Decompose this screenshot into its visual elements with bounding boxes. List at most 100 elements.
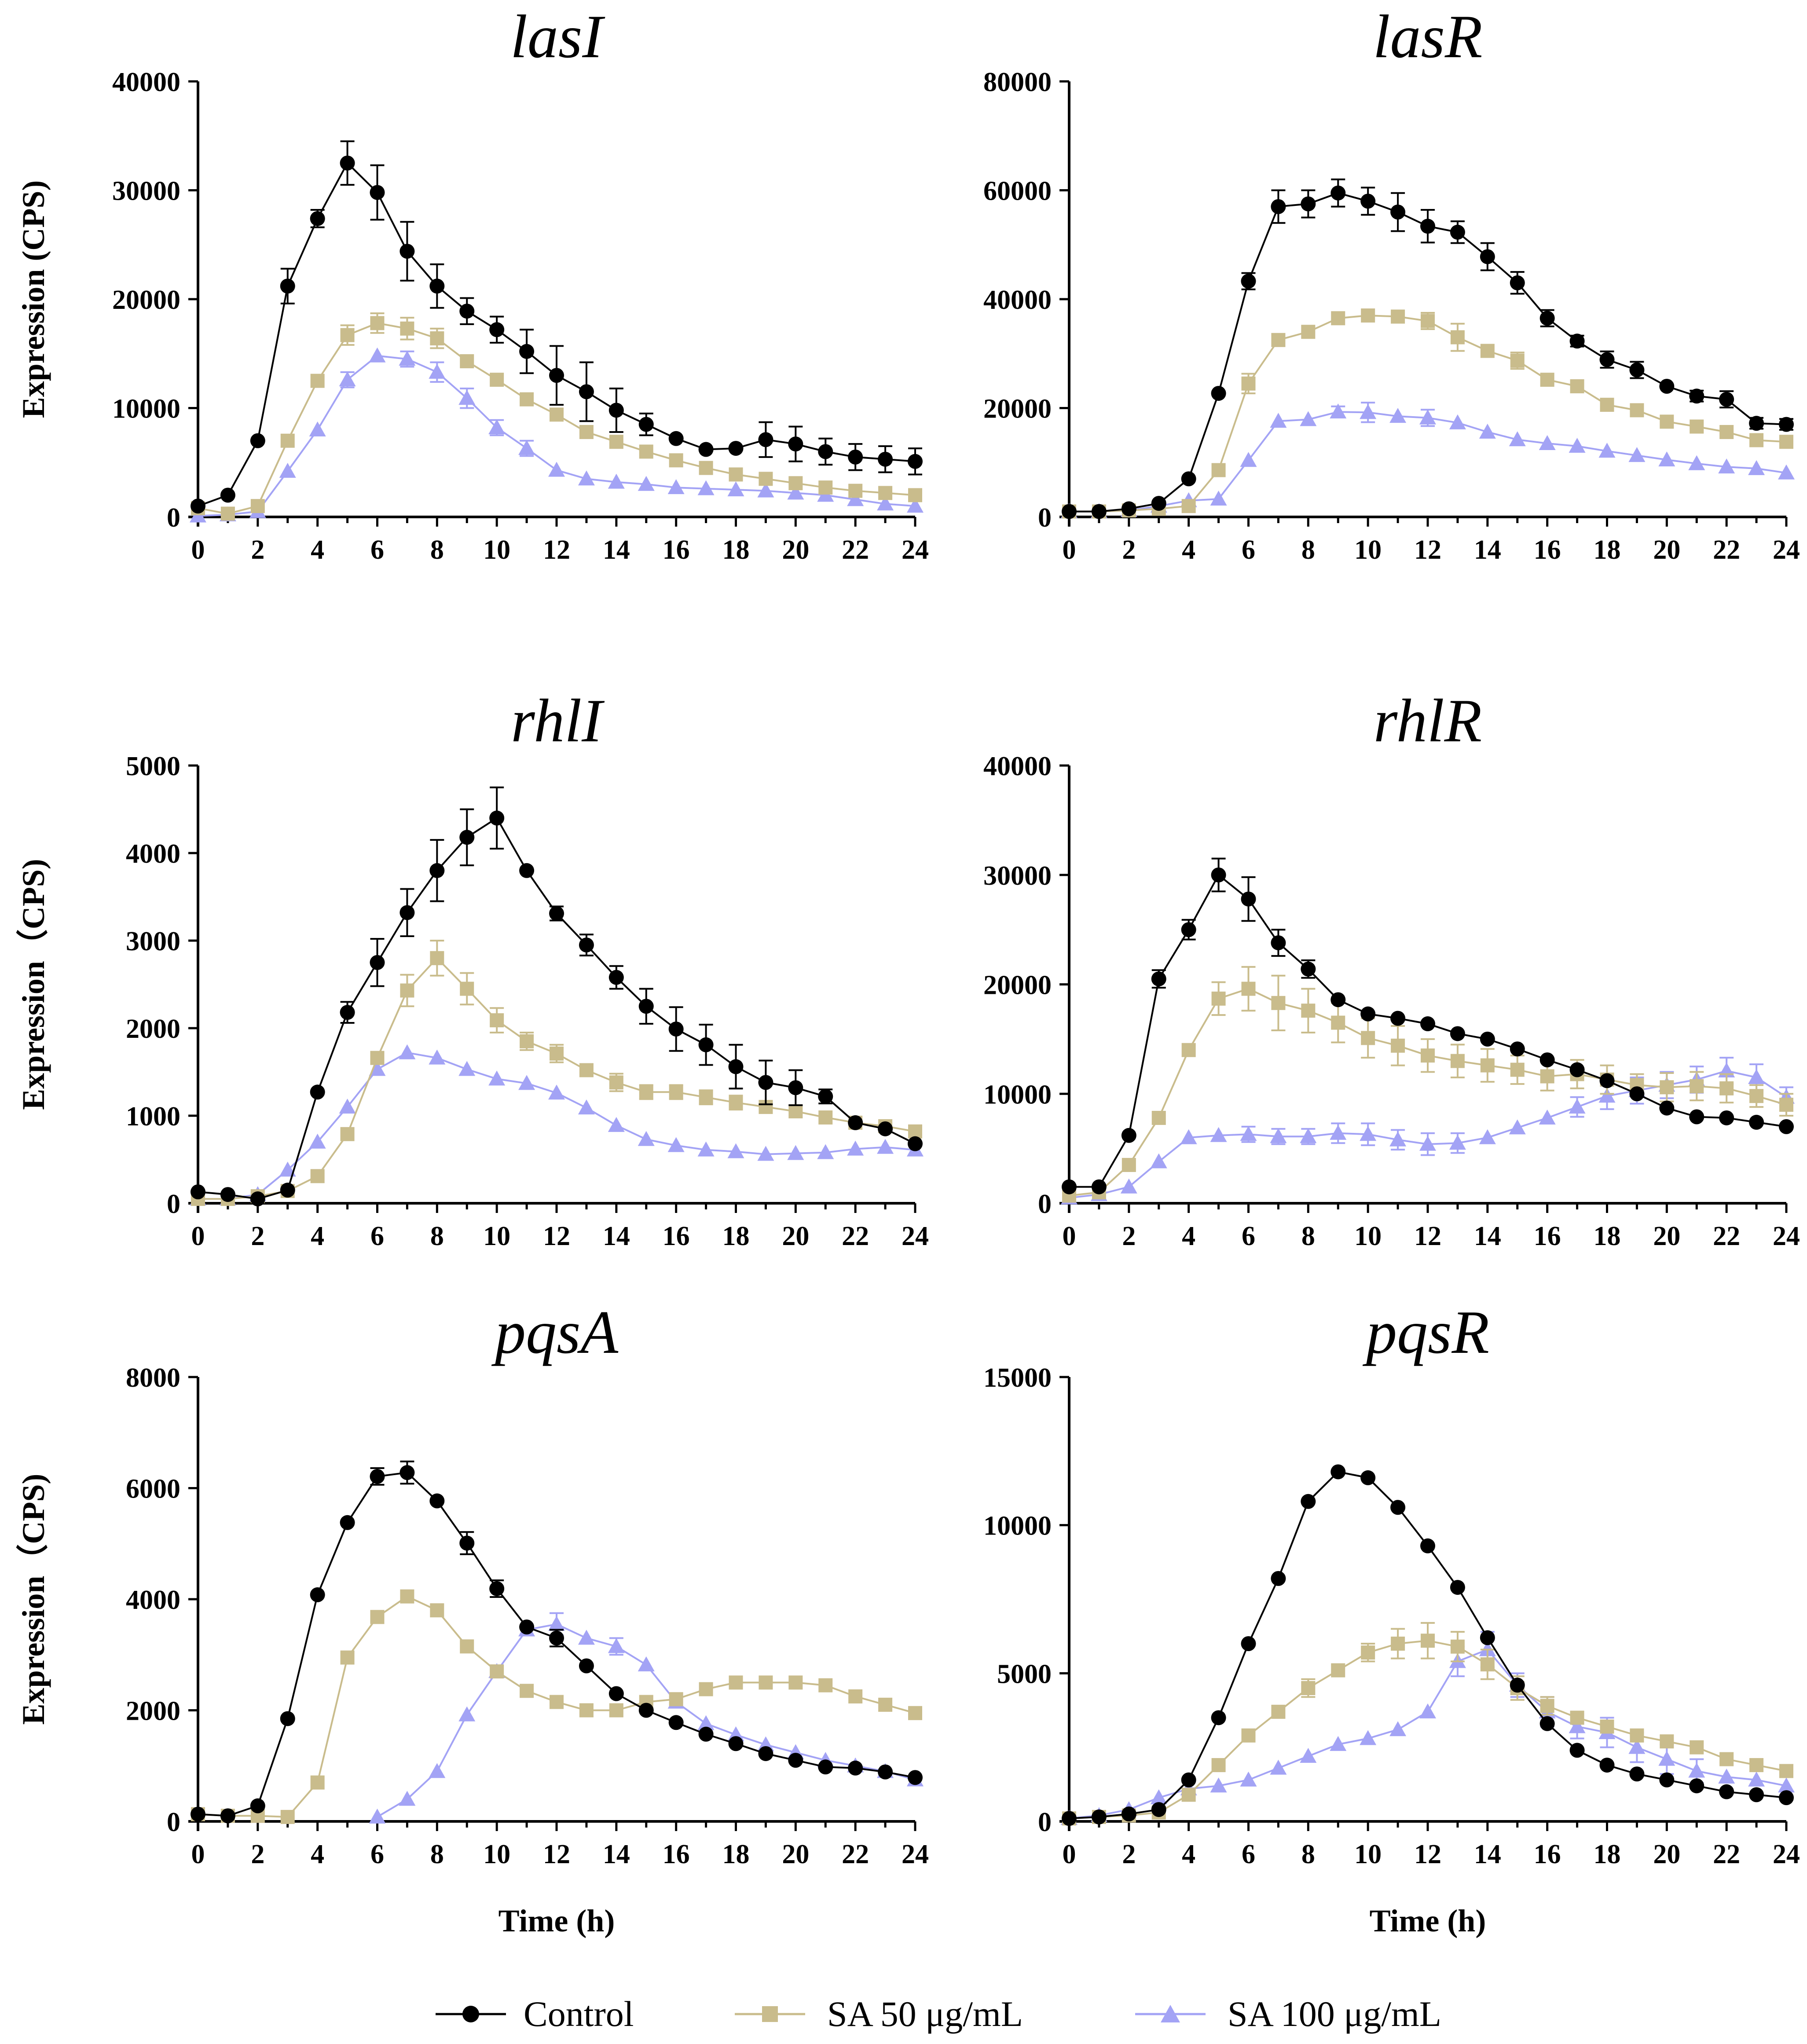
chart-rhlr-point-control [1480, 1031, 1495, 1047]
chart-lasi-point-control [818, 444, 833, 459]
chart-lasr-point-sa100 [1658, 451, 1675, 467]
chart-rhlr-point-control [1420, 1016, 1435, 1032]
chart-pqsa-point-sa50 [878, 1697, 893, 1712]
chart-lasr-xtick-label: 22 [1713, 535, 1740, 565]
chart-lasi-ytick-label: 30000 [112, 176, 180, 206]
legend-marker-sa100 [1161, 2005, 1180, 2022]
chart-lasi-point-control [878, 451, 893, 467]
chart-rhli-xtick-label: 12 [543, 1221, 570, 1251]
chart-pqsr-point-control [1599, 1758, 1615, 1773]
chart-lasi-xtick-label: 2 [251, 535, 264, 565]
chart-lasi-xtick-label: 20 [782, 535, 809, 565]
chart-rhli-series-sa100 [190, 1044, 924, 1206]
chart-rhli-xtick-label: 20 [782, 1221, 809, 1251]
chart-rhli-point-control [400, 905, 415, 920]
chart-rhlr-point-control [1301, 961, 1316, 977]
chart-rhli-point-control [489, 810, 505, 826]
chart-rhli-xtick-label: 4 [311, 1221, 324, 1251]
chart-lasi-point-control [280, 278, 295, 294]
chart-lasr-point-sa100 [1210, 491, 1227, 506]
chart-rhli-point-sa50 [729, 1095, 743, 1110]
chart-rhli-point-sa100 [399, 1044, 416, 1059]
chart-pqsa-xtick-label: 18 [722, 1839, 750, 1869]
chart-pqsr-line-sa100 [1069, 1648, 1787, 1820]
chart-pqsr-point-control [1779, 1790, 1794, 1806]
chart-rhli-ytick-label: 0 [167, 1189, 180, 1219]
chart-rhlr-point-control [1181, 922, 1196, 938]
chart-lasr-series-control [1062, 178, 1794, 519]
chart-rhli-point-sa100 [548, 1084, 565, 1100]
chart-lasr-point-control [1599, 352, 1615, 367]
chart-rhlr-point-sa50 [1540, 1069, 1554, 1084]
chart-lasi-title: lasI [510, 3, 605, 71]
chart-pqsa-point-sa50 [729, 1675, 743, 1690]
chart-rhlr-point-sa50 [1421, 1048, 1435, 1063]
chart-rhli-point-control [459, 830, 475, 845]
chart-pqsr-point-control [1420, 1538, 1435, 1553]
chart-pqsr-point-sa50 [1241, 1728, 1256, 1743]
chart-lasr-point-sa50 [1690, 419, 1704, 434]
chart-rhlr-ytick-label: 0 [1038, 1189, 1052, 1219]
chart-rhli-point-sa100 [578, 1099, 595, 1115]
chart-rhli-xtick-label: 18 [722, 1221, 750, 1251]
chart-lasi-point-sa50 [609, 435, 623, 449]
chart-rhlr-point-sa100 [1150, 1153, 1167, 1169]
chart-rhli-series-sa50 [191, 940, 922, 1206]
chart-rhli-point-control [250, 1191, 265, 1207]
chart-lasi-point-sa50 [490, 373, 504, 387]
chart-rhlr-ytick-label: 10000 [983, 1080, 1052, 1110]
chart-lasi-series-sa100 [190, 347, 924, 523]
chart-pqsa-xlabel: Time (h) [498, 1903, 615, 1938]
chart-rhli-point-sa100 [608, 1117, 625, 1132]
chart-lasr-xtick-label: 2 [1122, 535, 1136, 565]
chart-pqsa-point-control [489, 1581, 505, 1597]
chart-rhli-line-sa100 [198, 1051, 916, 1200]
chart-rhli-point-sa50 [788, 1104, 803, 1119]
chart-rhli-point-sa100 [279, 1161, 296, 1177]
chart-pqsa-point-sa50 [460, 1639, 474, 1654]
chart-lasi-point-sa100 [787, 484, 804, 500]
chart-lasi-point-sa50 [400, 321, 414, 336]
chart-rhlr-point-sa100 [1389, 1131, 1407, 1147]
chart-lasr-point-sa100 [1569, 438, 1586, 453]
chart-rhli-point-control [668, 1021, 684, 1037]
chart-rhlr-point-sa100 [1360, 1126, 1377, 1141]
chart-rhli-point-sa50 [699, 1090, 713, 1105]
chart-rhlr-point-control [1599, 1073, 1615, 1088]
chart-lasr-point-sa50 [1600, 398, 1614, 412]
chart-rhli-point-sa100 [817, 1144, 834, 1159]
chart-pqsr-ytick-label: 15000 [983, 1363, 1052, 1393]
chart-lasi-point-sa50 [579, 425, 594, 439]
chart-rhli-point-control [698, 1037, 714, 1052]
chart-rhlr-point-sa50 [1480, 1058, 1495, 1073]
chart-pqsr-point-sa100 [1658, 1751, 1675, 1766]
chart-pqsa-point-control [310, 1587, 325, 1602]
chart-rhlr-point-control [1779, 1119, 1794, 1134]
chart-rhli-line-sa50 [198, 956, 916, 1200]
chart-pqsr-point-control [1629, 1766, 1645, 1782]
chart-rhlr-xtick-label: 14 [1474, 1221, 1501, 1251]
chart-rhli-point-control [429, 863, 445, 878]
chart-pqsr-point-control [1271, 1571, 1286, 1586]
chart-rhli-point-sa100 [757, 1146, 774, 1161]
chart-lasr-point-sa100 [1419, 409, 1436, 425]
chart-pqsr-xtick-label: 0 [1063, 1839, 1076, 1869]
chart-rhlr-point-sa100 [1180, 1129, 1197, 1144]
chart-lasi-point-control [220, 487, 235, 503]
chart-pqsr-point-control [1211, 1710, 1226, 1725]
chart-lasi-ytick-label: 0 [167, 503, 180, 533]
chart-pqsa-point-sa100 [458, 1706, 476, 1722]
chart-pqsa-ytick-label: 4000 [126, 1585, 180, 1615]
chart-pqsr-point-control [1360, 1470, 1376, 1485]
chart-lasr-point-sa50 [1719, 425, 1734, 439]
chart-pqsr-point-control [1091, 1809, 1107, 1824]
chart-pqsa-point-sa100 [429, 1763, 446, 1778]
chart-lasr-point-sa100 [1300, 411, 1317, 426]
chart-rhlr-point-sa50 [1271, 996, 1286, 1010]
chart-rhlr-point-control [1719, 1110, 1734, 1125]
chart-lasi-xtick-label: 18 [722, 535, 750, 565]
chart-pqsr-xtick-label: 14 [1474, 1839, 1501, 1869]
